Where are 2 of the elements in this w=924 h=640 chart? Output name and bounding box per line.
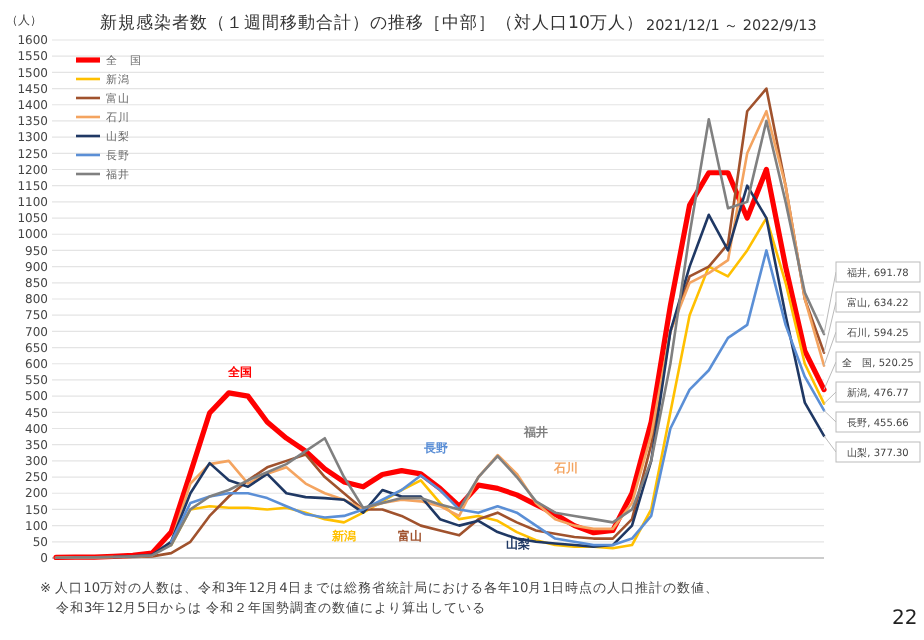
text: 22	[892, 608, 918, 630]
chart-title: 新規感染者数（１週間移動合計）の推移［中部］（対人口10万人）	[100, 12, 644, 34]
